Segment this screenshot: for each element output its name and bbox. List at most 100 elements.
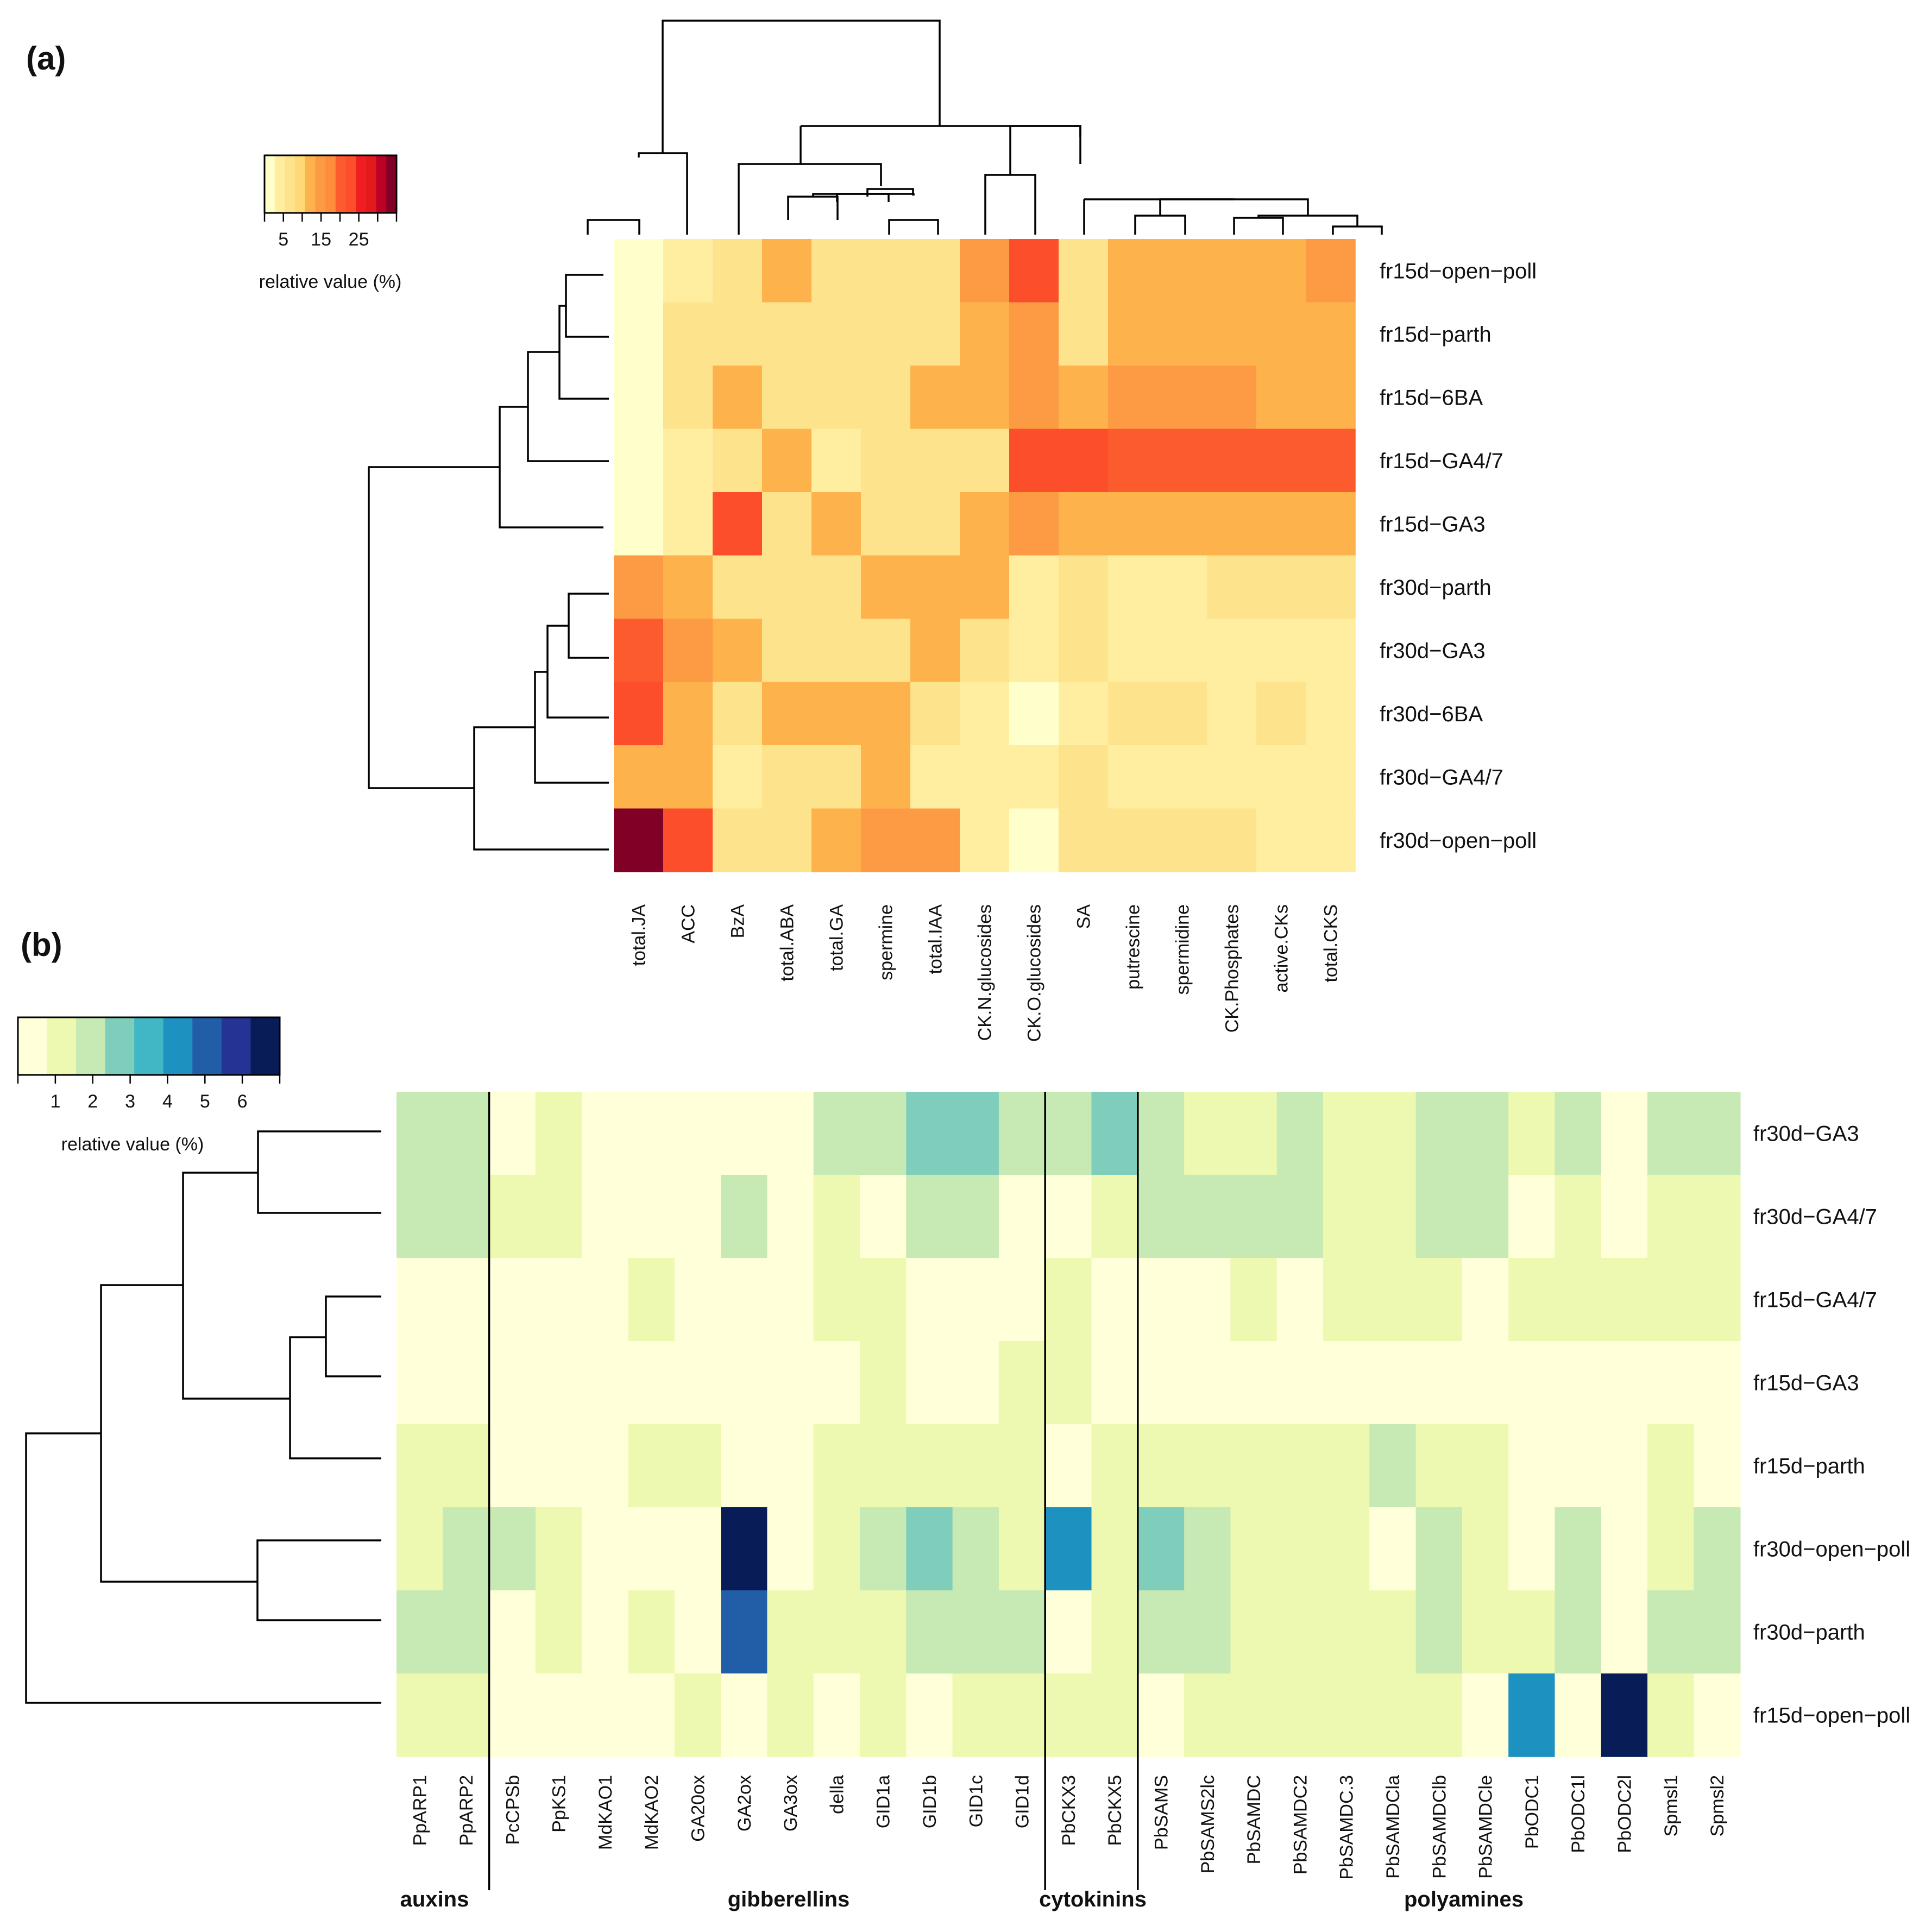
b-cell-fr15d-ga4-7-ga20ox [674, 1258, 721, 1342]
a-cell-fr15d-ga4-7-total-aba [762, 429, 812, 493]
a-col-label-spermine: spermine [876, 904, 897, 980]
b-cell-fr30d-ga4-7-pbckx5 [1091, 1175, 1138, 1258]
b-col-label-gid1b: GID1b [920, 1775, 940, 1828]
b-cell-fr15d-ga4-7-ga2ox [721, 1258, 768, 1342]
a-cell-fr15d-parth-total-ja [614, 302, 664, 366]
b-row-label-fr15d-ga4-7: fr15d−GA4/7 [1753, 1288, 1877, 1312]
b-cell-fr30d-ga4-7-gid1c [952, 1175, 999, 1258]
b-cell-fr30d-ga4-7-ppks1 [535, 1175, 582, 1258]
b-cell-fr15d-ga4-7-pbsamdc-3 [1323, 1258, 1370, 1342]
b-cell-fr30d-ga3-mdkao1 [582, 1092, 629, 1175]
b-col-label-spmsl2: Spmsl2 [1707, 1775, 1728, 1836]
a-cell-fr30d-ga4-7-total-ga [811, 745, 861, 809]
a-cell-fr30d-ga4-7-ck-n-glucosides [960, 745, 1010, 809]
a-cell-fr30d-parth-total-ja [614, 555, 664, 619]
a-legend-tick-label-15: 15 [311, 229, 331, 250]
a-cell-fr30d-ga3-active-cks [1256, 619, 1306, 683]
b-cell-fr15d-parth-pparp2 [443, 1424, 490, 1508]
heatmap-a-cells [614, 239, 1356, 872]
a-col-label-ck-n-glucosides: CK.N.glucosides [975, 904, 996, 1041]
a-legend-swatch-5 [305, 155, 316, 213]
a-cell-fr15d-ga3-spermidine [1157, 492, 1207, 556]
b-cell-fr30d-ga3-pbsams2lc [1184, 1092, 1231, 1175]
b-cell-fr30d-parth-pparp2 [443, 1590, 490, 1674]
a-cell-fr15d-open-poll-putrescine [1108, 239, 1158, 303]
b-cell-fr15d-open-poll-spmsl2 [1694, 1673, 1741, 1757]
b-cell-fr15d-ga3-pbodc2l [1601, 1341, 1648, 1425]
a-cell-fr30d-6ba-total-aba [762, 682, 812, 746]
b-cell-fr15d-ga4-7-gid1c [952, 1258, 999, 1342]
a-cell-fr30d-ga3-total-ga [811, 619, 861, 683]
heatmap-b-row-labels: fr30d−GA3 fr30d−GA4/7 fr15d−GA4/7 fr15d−GA3… [1753, 1122, 1910, 1728]
b-cell-fr15d-ga3-pbsamdc-3 [1323, 1341, 1370, 1425]
b-cell-fr30d-ga4-7-pparp1 [397, 1175, 444, 1258]
a-cell-fr30d-ga3-total-aba [762, 619, 812, 683]
b-cell-fr15d-ga4-7-pbsamdc2 [1276, 1258, 1324, 1342]
a-cell-fr15d-ga4-7-ck-o-glucosides [1009, 429, 1059, 493]
a-cell-fr15d-open-poll-total-iaa [910, 239, 960, 303]
group-label-auxins: auxins [400, 1887, 469, 1911]
b-cell-fr30d-parth-spmsl1 [1647, 1590, 1695, 1674]
b-col-label-pbsams: PbSAMS [1151, 1775, 1172, 1850]
a-cell-fr30d-parth-putrescine [1108, 555, 1158, 619]
a-cell-fr30d-parth-total-cks [1306, 555, 1356, 619]
b-cell-fr15d-ga4-7-gid1a [860, 1258, 907, 1342]
a-cell-fr30d-open-poll-total-ja [614, 808, 664, 872]
b-cell-fr15d-ga3-ga2ox [721, 1341, 768, 1425]
a-cell-fr30d-open-poll-active-cks [1256, 808, 1306, 872]
b-cell-fr30d-ga4-7-pbodc1l [1555, 1175, 1602, 1258]
b-cell-fr15d-open-poll-pccpsb [489, 1673, 536, 1757]
a-cell-fr30d-ga4-7-ck-phosphates [1207, 745, 1257, 809]
b-cell-fr15d-open-poll-pbckx3 [1045, 1673, 1092, 1757]
b-col-label-spmsl1: Spmsl1 [1661, 1775, 1682, 1836]
b-cell-fr15d-ga3-pbsams [1137, 1341, 1185, 1425]
a-cell-fr15d-parth-spermidine [1157, 302, 1207, 366]
a-cell-fr30d-parth-spermidine [1157, 555, 1207, 619]
b-cell-fr15d-open-poll-gid1b [906, 1673, 953, 1757]
a-cell-fr15d-ga3-total-aba [762, 492, 812, 556]
b-cell-fr30d-open-poll-mdkao1 [582, 1507, 629, 1591]
b-cell-fr15d-open-poll-ppks1 [535, 1673, 582, 1757]
a-cell-fr15d-6ba-spermidine [1157, 366, 1207, 430]
b-cell-fr15d-ga4-7-pparp2 [443, 1258, 490, 1342]
b-col-label-ga3ox: GA3ox [781, 1775, 801, 1832]
a-cell-fr30d-open-poll-total-iaa [910, 808, 960, 872]
b-cell-fr30d-open-poll-pccpsb [489, 1507, 536, 1591]
a-cell-fr30d-ga3-ck-o-glucosides [1009, 619, 1059, 683]
b-cell-fr30d-ga4-7-spmsl1 [1647, 1175, 1695, 1258]
a-cell-fr30d-6ba-active-cks [1256, 682, 1306, 746]
b-cell-fr15d-ga3-pccpsb [489, 1341, 536, 1425]
a-cell-fr15d-parth-spermine [861, 302, 911, 366]
b-cell-fr30d-ga3-gid1c [952, 1092, 999, 1175]
b-cell-fr30d-ga4-7-pbsams [1137, 1175, 1185, 1258]
a-row-label-fr30d-6ba: fr30d−6BA [1380, 702, 1483, 726]
a-row-label-fr15d-open-poll: fr15d−open−poll [1380, 259, 1537, 283]
b-col-label-gid1c: GID1c [966, 1775, 986, 1827]
b-cell-fr30d-ga4-7-della [813, 1175, 860, 1258]
a-legend-swatch-4 [295, 155, 306, 213]
b-cell-fr30d-ga3-pbodc1 [1508, 1092, 1556, 1175]
b-cell-fr15d-open-poll-mdkao1 [582, 1673, 629, 1757]
a-col-label-total-cks: total.CKS [1321, 904, 1342, 983]
b-cell-fr30d-parth-della [813, 1590, 860, 1674]
a-cell-fr15d-open-poll-bza [713, 239, 763, 303]
a-cell-fr30d-open-poll-spermine [861, 808, 911, 872]
b-cell-fr30d-parth-ppks1 [535, 1590, 582, 1674]
a-cell-fr15d-6ba-ck-phosphates [1207, 366, 1257, 430]
a-cell-fr15d-ga3-total-ga [811, 492, 861, 556]
b-cell-fr15d-open-poll-pparp2 [443, 1673, 490, 1757]
a-cell-fr30d-ga4-7-sa [1059, 745, 1109, 809]
a-cell-fr30d-ga4-7-active-cks [1256, 745, 1306, 809]
a-row-label-fr15d-ga4-7: fr15d−GA4/7 [1380, 449, 1503, 473]
b-cell-fr30d-open-poll-pbckx3 [1045, 1507, 1092, 1591]
b-cell-fr30d-ga3-ga3ox [767, 1092, 814, 1175]
a-cell-fr15d-open-poll-ck-phosphates [1207, 239, 1257, 303]
a-cell-fr30d-parth-spermine [861, 555, 911, 619]
b-cell-fr30d-open-poll-pbsamdcla [1369, 1507, 1417, 1591]
b-cell-fr15d-open-poll-gid1c [952, 1673, 999, 1757]
b-cell-fr15d-parth-gid1c [952, 1424, 999, 1508]
a-cell-fr15d-6ba-total-iaa [910, 366, 960, 430]
b-col-label-gid1d: GID1d [1012, 1775, 1033, 1828]
b-row-label-fr15d-open-poll: fr15d−open−poll [1753, 1704, 1910, 1728]
a-cell-fr30d-open-poll-bza [713, 808, 763, 872]
